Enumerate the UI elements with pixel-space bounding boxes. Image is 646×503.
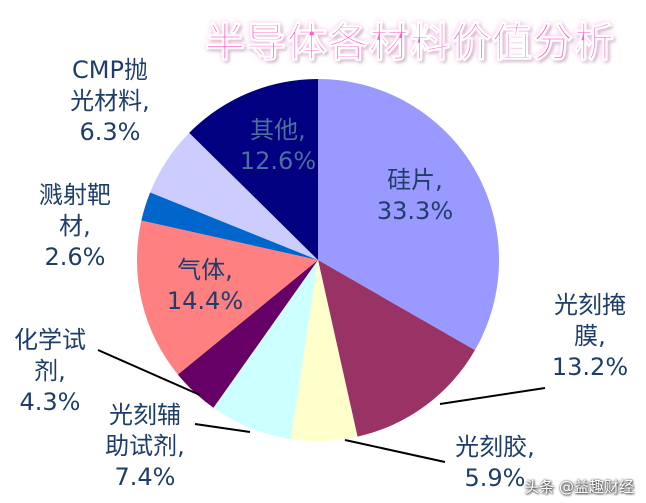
- slice-label: 化学试 剂, 4.3%: [14, 325, 86, 418]
- value-label: 33.3%: [376, 197, 454, 225]
- slice-label: 光刻胶, 5.9%: [455, 432, 535, 494]
- category-label: 其他,: [250, 116, 306, 144]
- value-label: 2.6%: [44, 243, 106, 271]
- category-label: 溅射靶 材,: [39, 181, 111, 240]
- value-label: 13.2%: [551, 353, 629, 381]
- slice-label: 其他, 12.6%: [240, 115, 316, 177]
- pie-slice: [141, 192, 318, 260]
- category-label: CMP抛 光材料,: [70, 56, 150, 115]
- pie-slice: [137, 220, 318, 375]
- category-label: 硅片,: [387, 166, 443, 194]
- value-label: 14.4%: [166, 287, 244, 315]
- pie-slice: [318, 260, 475, 437]
- slice-label: 溅射靶 材, 2.6%: [39, 180, 111, 273]
- leader-line: [97, 349, 201, 396]
- pie-slice: [189, 79, 318, 260]
- category-label: 化学试 剂,: [14, 326, 86, 385]
- pie-slice: [150, 132, 318, 260]
- slice-label: 气体, 14.4%: [167, 255, 243, 317]
- value-label: 6.3%: [79, 118, 141, 146]
- pie-slice: [290, 260, 358, 441]
- slice-label: 光刻掩 膜, 13.2%: [552, 290, 628, 383]
- chart-title: 半导体各材料价值分析: [205, 20, 615, 67]
- slice-label: 光刻辅 助试剂, 7.4%: [105, 400, 185, 493]
- watermark: 头条 @益趣财经: [524, 478, 634, 496]
- value-label: 5.9%: [464, 464, 526, 492]
- slice-label: CMP抛 光材料, 6.3%: [70, 55, 150, 148]
- pie-slice: [213, 260, 318, 439]
- category-label: 光刻掩 膜,: [554, 291, 626, 350]
- value-label: 12.6%: [239, 147, 317, 175]
- value-label: 4.3%: [19, 388, 81, 416]
- slices: [137, 79, 499, 441]
- category-label: 气体,: [177, 256, 233, 284]
- slice-label: 硅片, 33.3%: [377, 165, 453, 227]
- value-label: 7.4%: [114, 463, 176, 491]
- category-label: 光刻胶,: [455, 433, 535, 461]
- category-label: 光刻辅 助试剂,: [105, 401, 185, 460]
- pie-slice: [177, 260, 318, 408]
- leader-line: [344, 439, 446, 463]
- pie-slice: [318, 79, 499, 351]
- leader-line: [194, 423, 251, 433]
- leader-line: [439, 387, 546, 405]
